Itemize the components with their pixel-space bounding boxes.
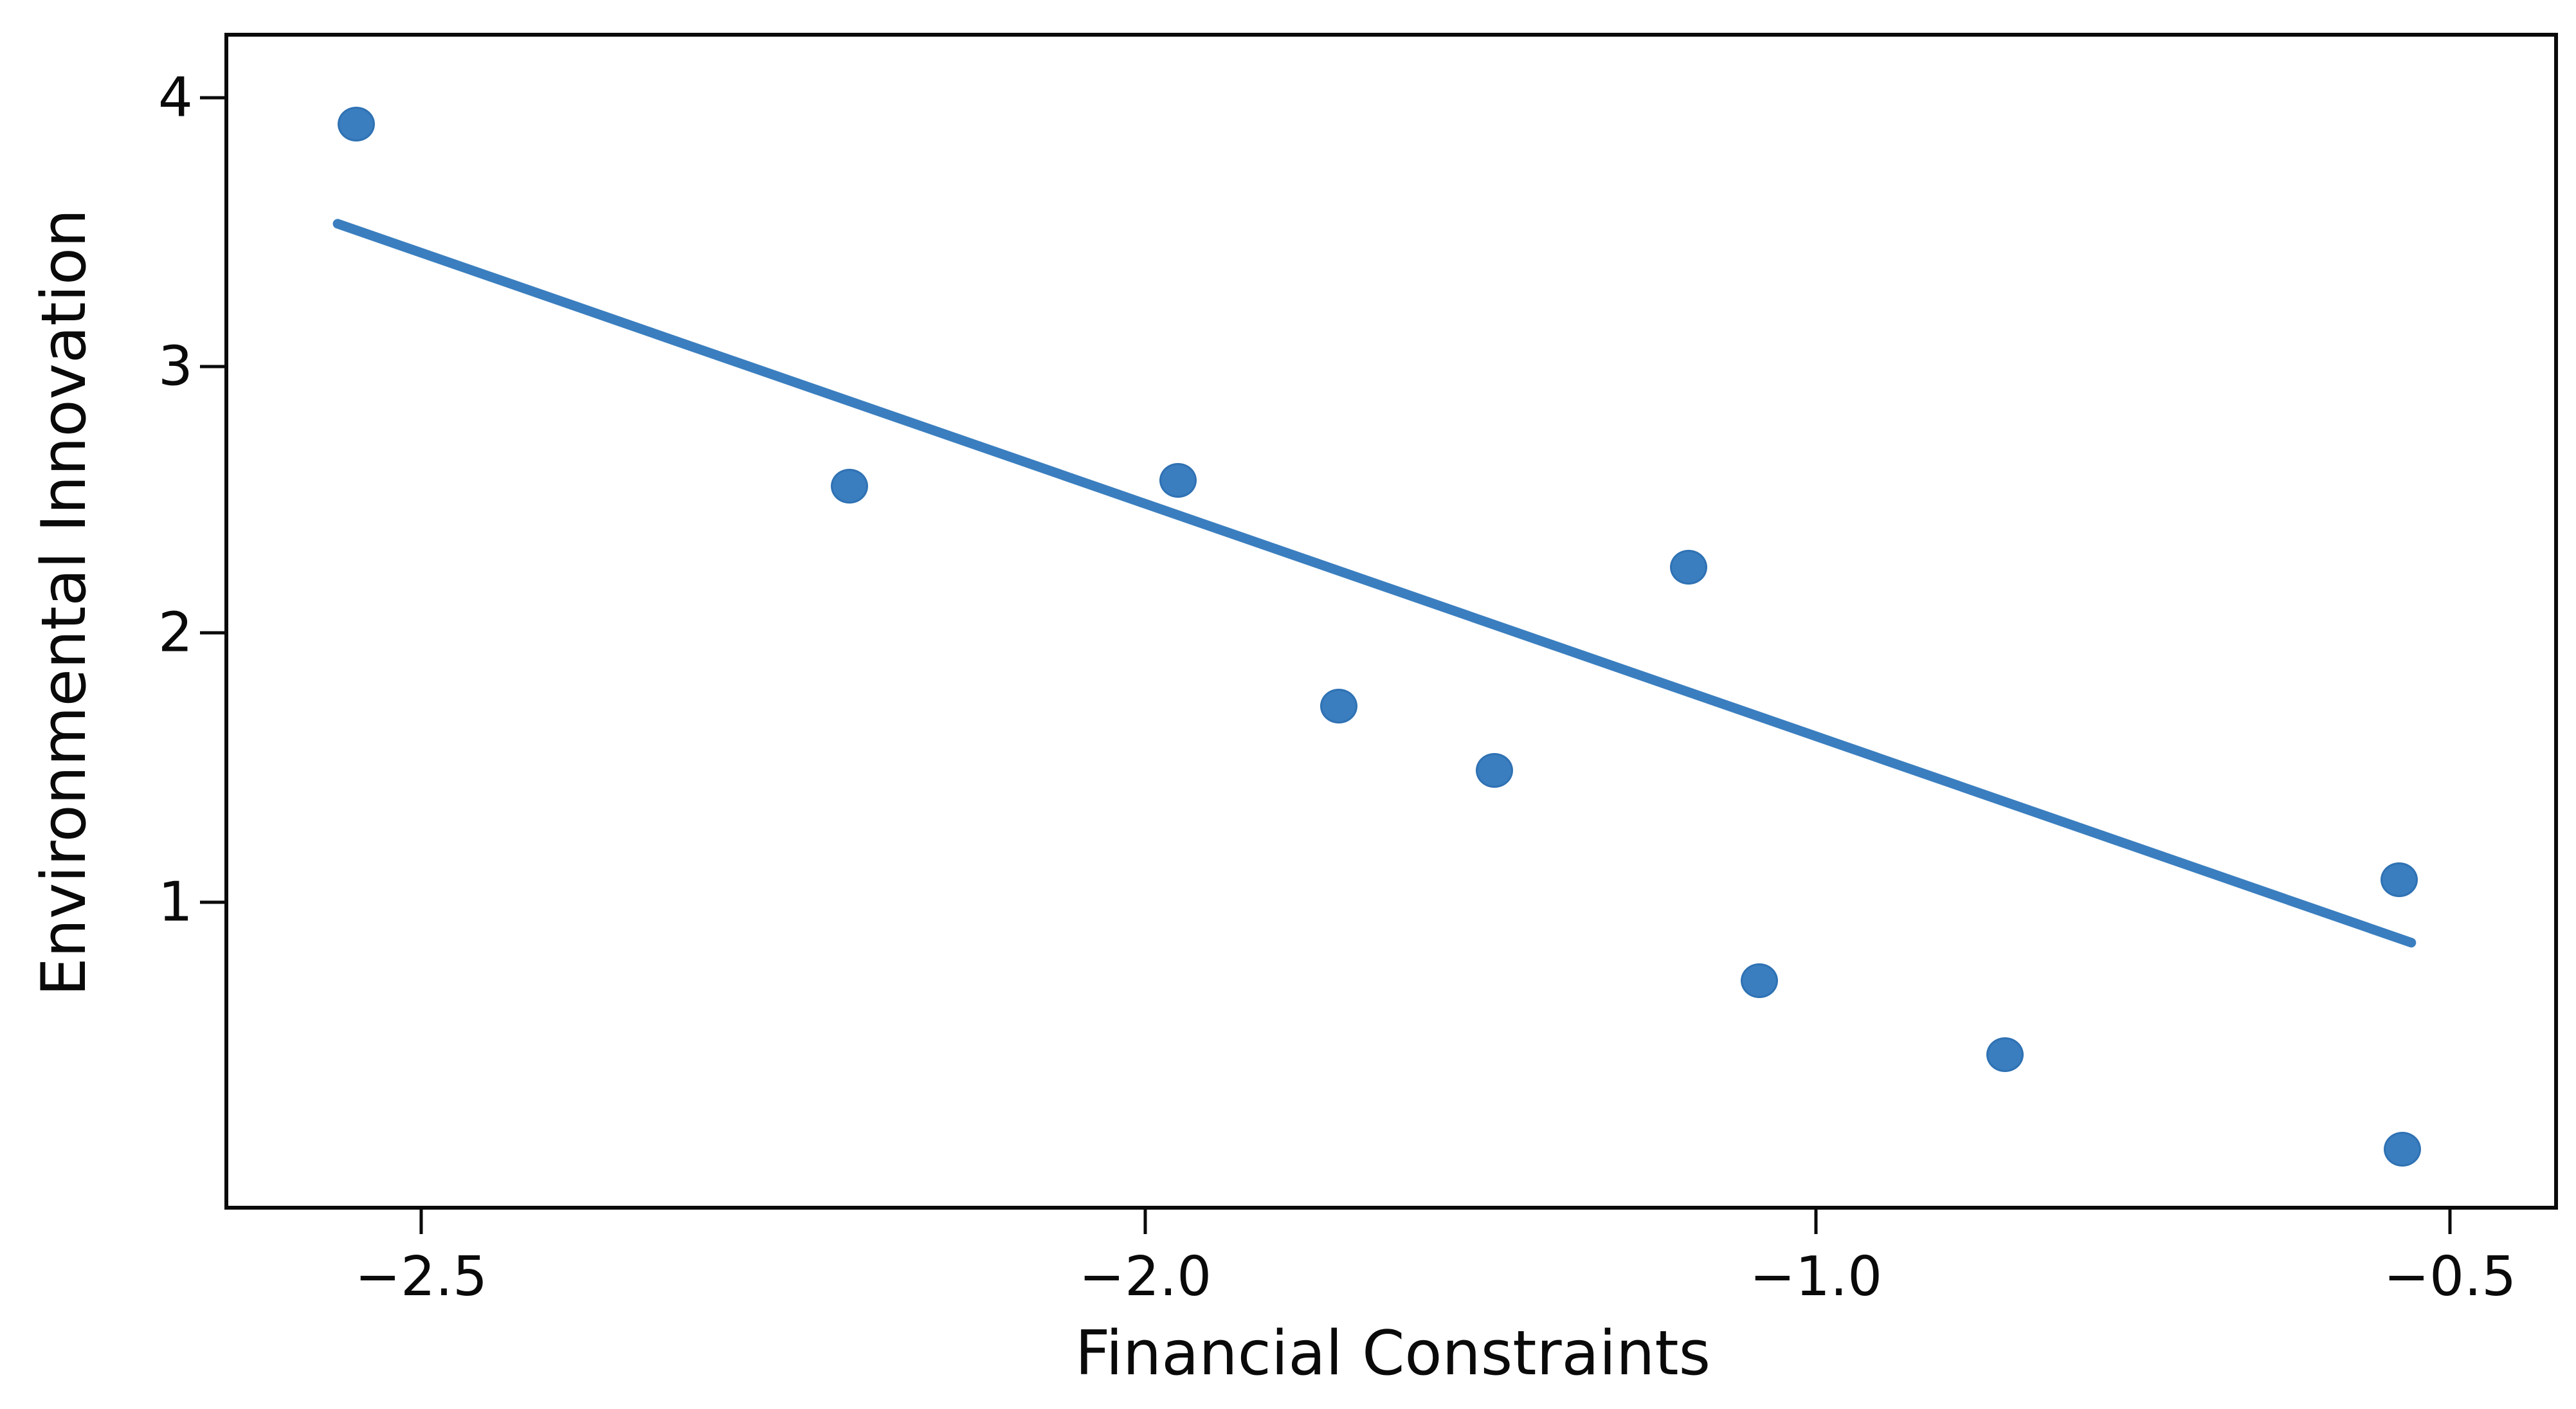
x-tick-label: −1.0	[1749, 1245, 1883, 1309]
x-tick-label: −2.5	[354, 1245, 488, 1309]
x-tick-mark	[2448, 1210, 2452, 1234]
x-tick-label: −2.0	[1078, 1245, 1212, 1309]
y-tick-label: 2	[158, 601, 193, 665]
y-tick-label: 3	[158, 334, 193, 399]
data-point	[830, 468, 868, 504]
x-tick-mark	[419, 1210, 423, 1234]
x-tick-mark	[1814, 1210, 1818, 1234]
data-point	[1669, 550, 1707, 585]
data-point	[338, 107, 376, 141]
data-point	[2380, 862, 2418, 898]
y-tick-label: 4	[158, 66, 193, 130]
data-point	[1740, 963, 1778, 999]
data-point	[2383, 1131, 2421, 1167]
data-point	[1986, 1037, 2024, 1072]
data-point	[1320, 688, 1357, 723]
x-tick-mark	[1143, 1210, 1147, 1234]
y-tick-label: 1	[158, 870, 193, 934]
data-point	[1475, 753, 1513, 788]
y-tick-mark	[200, 365, 224, 368]
x-axis-label: Financial Constraints	[1075, 1318, 1711, 1389]
y-tick-mark	[200, 900, 224, 904]
y-tick-mark	[200, 631, 224, 635]
data-point	[1159, 462, 1197, 498]
x-tick-label: −0.5	[2383, 1245, 2517, 1309]
y-tick-mark	[200, 96, 224, 100]
plot-area	[224, 33, 2558, 1210]
